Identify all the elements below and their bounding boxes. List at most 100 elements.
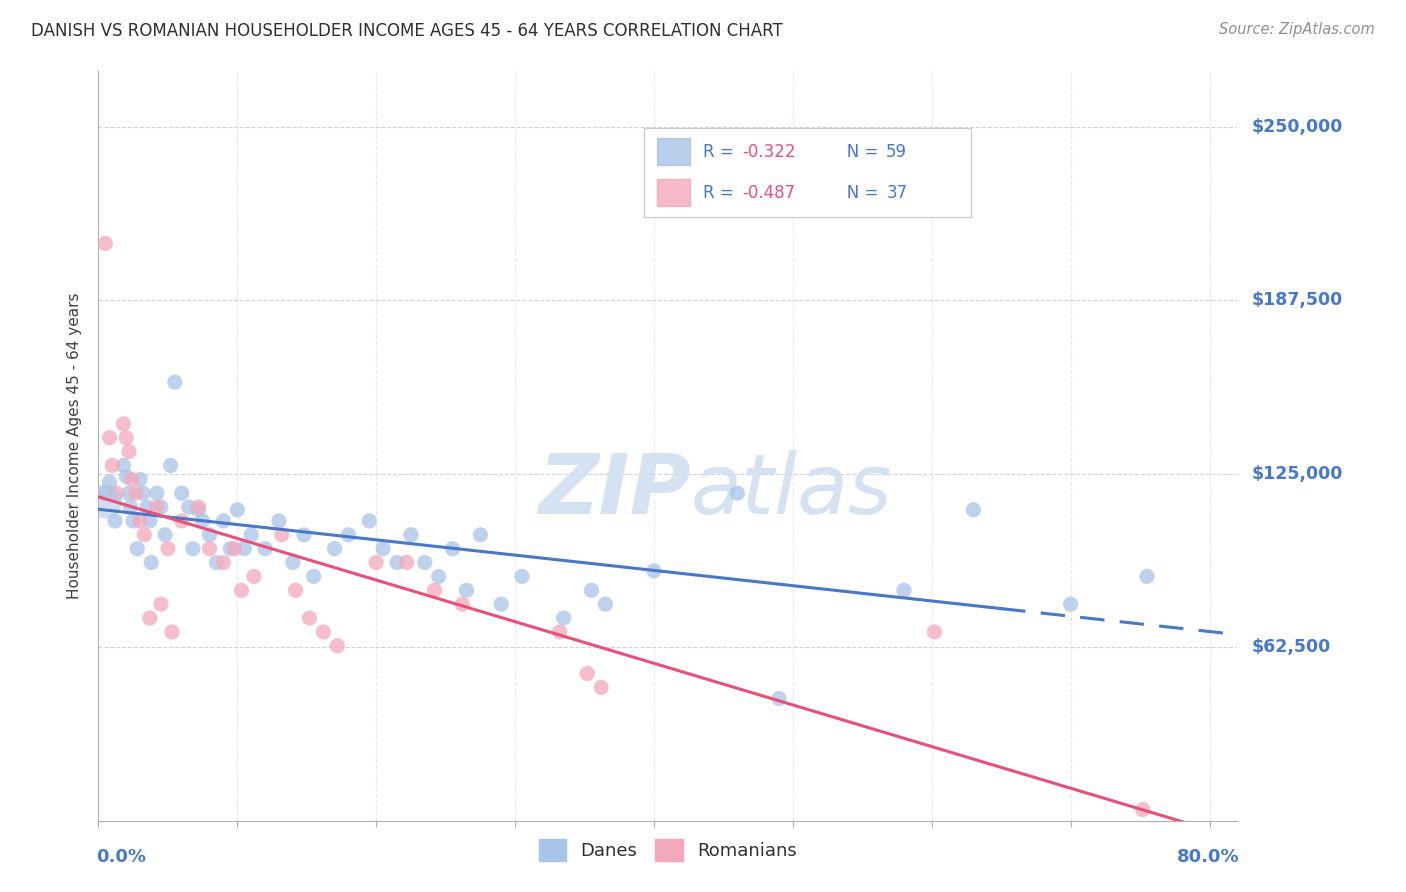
Point: [187, 500, 209, 514]
Point: [115, 431, 138, 445]
Point: [548, 624, 571, 639]
Point: [1132, 803, 1154, 817]
Point: [129, 514, 152, 528]
Text: ZIP: ZIP: [538, 450, 690, 532]
Point: [98, 475, 121, 489]
Point: [326, 639, 349, 653]
Point: [118, 444, 141, 458]
FancyBboxPatch shape: [658, 179, 690, 206]
Point: [127, 541, 149, 556]
Point: [312, 624, 335, 639]
Point: [132, 486, 155, 500]
Point: [243, 569, 266, 583]
Text: R =: R =: [703, 143, 740, 161]
Point: [962, 503, 984, 517]
Point: [156, 541, 179, 556]
Point: [298, 611, 321, 625]
Point: [191, 514, 214, 528]
Point: [371, 541, 394, 556]
Point: [254, 541, 277, 556]
Point: [149, 597, 172, 611]
Point: [553, 611, 575, 625]
Point: [104, 514, 127, 528]
Text: $125,000: $125,000: [1251, 465, 1343, 483]
Point: [267, 514, 290, 528]
Point: [413, 556, 436, 570]
Point: [240, 528, 263, 542]
Point: [233, 541, 256, 556]
Point: [337, 528, 360, 542]
Point: [423, 583, 446, 598]
Point: [177, 500, 200, 514]
Point: [231, 583, 253, 598]
Point: [451, 597, 474, 611]
Point: [160, 624, 183, 639]
Point: [212, 556, 235, 570]
Text: 37: 37: [886, 184, 907, 202]
Point: [170, 486, 193, 500]
Point: [94, 486, 117, 500]
Point: [725, 486, 748, 500]
Point: [141, 556, 163, 570]
Y-axis label: Householder Income Ages 45 - 64 years: Householder Income Ages 45 - 64 years: [67, 293, 83, 599]
Point: [395, 556, 418, 570]
Point: [145, 500, 167, 514]
Point: [198, 541, 221, 556]
Text: 59: 59: [886, 143, 907, 161]
Text: $250,000: $250,000: [1251, 118, 1343, 136]
Point: [302, 569, 325, 583]
Point: [94, 236, 117, 251]
Point: [98, 431, 121, 445]
Point: [159, 458, 181, 473]
Point: [284, 583, 307, 598]
Text: $62,500: $62,500: [1251, 638, 1330, 657]
Point: [129, 472, 152, 486]
Point: [399, 528, 422, 542]
Point: [591, 681, 613, 695]
Point: [323, 541, 346, 556]
Point: [112, 417, 135, 431]
Point: [120, 500, 142, 514]
Point: [224, 541, 246, 556]
Point: [1059, 597, 1081, 611]
Point: [427, 569, 450, 583]
Point: [470, 528, 492, 542]
Point: [643, 564, 665, 578]
Text: DANISH VS ROMANIAN HOUSEHOLDER INCOME AGES 45 - 64 YEARS CORRELATION CHART: DANISH VS ROMANIAN HOUSEHOLDER INCOME AG…: [31, 22, 783, 40]
Point: [226, 503, 249, 517]
Point: [595, 597, 617, 611]
Point: [292, 528, 315, 542]
Point: [136, 500, 159, 514]
Text: 80.0%: 80.0%: [1177, 848, 1240, 866]
Point: [205, 556, 228, 570]
Text: -0.322: -0.322: [742, 143, 796, 161]
Point: [153, 528, 176, 542]
Point: [456, 583, 478, 598]
Text: R =: R =: [703, 184, 740, 202]
Point: [170, 514, 193, 528]
Point: [576, 666, 599, 681]
Point: [94, 494, 117, 508]
Point: [768, 691, 790, 706]
Point: [198, 528, 221, 542]
Point: [125, 486, 148, 500]
Text: -0.487: -0.487: [742, 184, 796, 202]
Point: [139, 514, 162, 528]
Point: [385, 556, 408, 570]
Point: [145, 486, 167, 500]
Legend: Danes, Romanians: Danes, Romanians: [531, 831, 804, 868]
Point: [181, 541, 204, 556]
Text: 0.0%: 0.0%: [96, 848, 146, 866]
Point: [219, 541, 242, 556]
Point: [366, 556, 388, 570]
Point: [893, 583, 915, 598]
Point: [139, 611, 162, 625]
Point: [441, 541, 464, 556]
Point: [115, 469, 138, 483]
Point: [149, 500, 172, 514]
FancyBboxPatch shape: [658, 138, 690, 165]
Point: [270, 528, 292, 542]
Point: [924, 624, 946, 639]
Point: [510, 569, 533, 583]
Text: Source: ZipAtlas.com: Source: ZipAtlas.com: [1219, 22, 1375, 37]
